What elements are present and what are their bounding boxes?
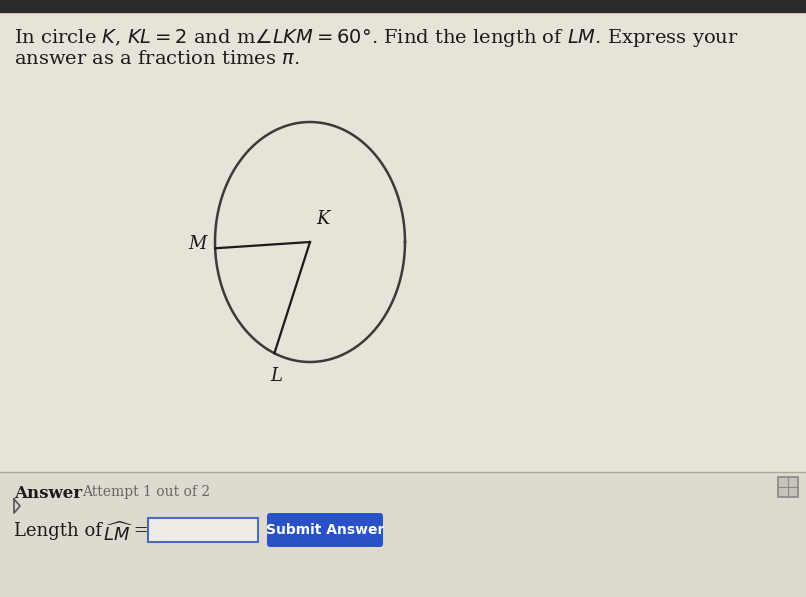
Text: L: L <box>270 367 282 385</box>
FancyBboxPatch shape <box>148 518 258 542</box>
Text: =: = <box>128 522 149 540</box>
Text: Answer: Answer <box>14 485 82 502</box>
Text: $\widehat{LM}$: $\widehat{LM}$ <box>103 522 134 545</box>
Text: Attempt 1 out of 2: Attempt 1 out of 2 <box>82 485 210 499</box>
Text: answer as a fraction times $\pi$.: answer as a fraction times $\pi$. <box>14 50 300 68</box>
Text: M: M <box>189 235 207 253</box>
Text: Submit Answer: Submit Answer <box>266 523 384 537</box>
FancyBboxPatch shape <box>778 477 798 497</box>
Text: Length of: Length of <box>14 522 108 540</box>
Text: In circle $K$, $KL = 2$ and m$\angle LKM = 60°$. Find the length of $LM$. Expres: In circle $K$, $KL = 2$ and m$\angle LKM… <box>14 27 738 49</box>
FancyBboxPatch shape <box>267 513 383 547</box>
FancyBboxPatch shape <box>0 472 806 597</box>
Text: K: K <box>316 210 330 228</box>
